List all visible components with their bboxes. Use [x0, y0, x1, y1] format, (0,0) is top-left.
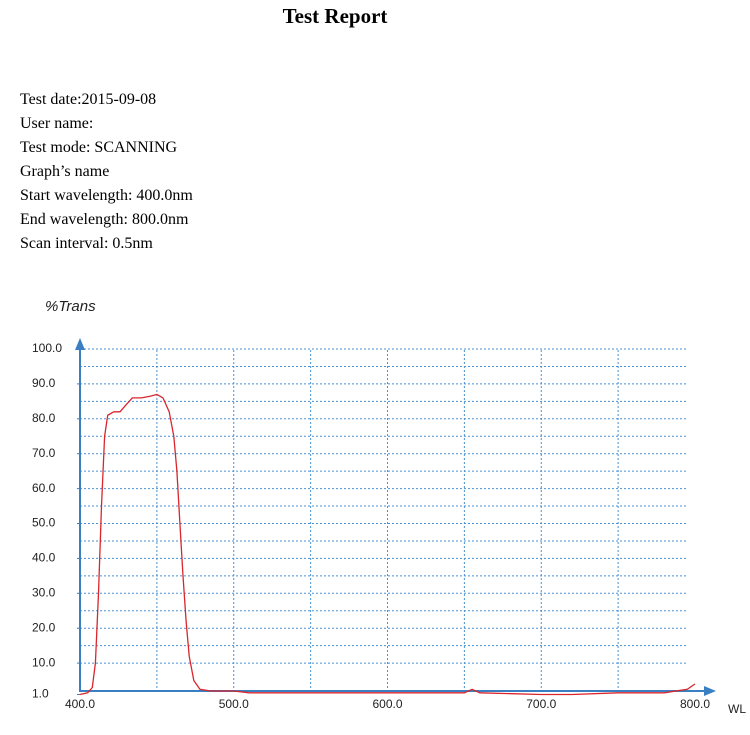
- x-tick-label: 500.0: [219, 697, 249, 711]
- info-line: End wavelength: 800.0nm: [20, 211, 189, 228]
- y-tick-label: 90.0: [32, 376, 56, 390]
- data-line: [79, 393, 696, 696]
- y-tick-label: 1.0: [32, 687, 49, 701]
- info-line: Graph’s name: [20, 163, 110, 180]
- y-tick-label: 10.0: [32, 655, 56, 669]
- info-line: Start wavelength: 400.0nm: [20, 187, 193, 204]
- report-title: Test Report: [282, 4, 388, 28]
- y-tick-label: 80.0: [32, 411, 56, 425]
- info-line: Test mode: SCANNING: [20, 139, 178, 156]
- x-axis-label: WL: [728, 702, 746, 716]
- info-block: Test date:2015-09-08 User name: Test mode:…: [20, 88, 193, 256]
- y-tick-label: 70.0: [32, 446, 56, 460]
- y-tick-label: 40.0: [32, 551, 56, 565]
- y-tick-label: 50.0: [32, 516, 56, 530]
- y-tick-label: 20.0: [32, 620, 56, 634]
- y-axis-arrow: [75, 338, 85, 350]
- info-line: Test date:2015-09-08: [20, 91, 157, 108]
- x-tick-label: 700.0: [526, 697, 556, 711]
- x-tick-label: 400.0: [65, 697, 95, 711]
- info-line: Scan interval: 0.5nm: [20, 235, 153, 252]
- info-line: User name:: [20, 115, 94, 132]
- y-axis-label: %Trans: [45, 298, 96, 315]
- y-tick-label: 30.0: [32, 585, 56, 599]
- x-tick-label: 600.0: [372, 697, 402, 711]
- y-tick-label: 100.0: [32, 341, 62, 355]
- x-tick-label: 800.0: [680, 697, 710, 711]
- y-tick-label: 60.0: [32, 481, 56, 495]
- x-axis-arrow: [704, 686, 716, 696]
